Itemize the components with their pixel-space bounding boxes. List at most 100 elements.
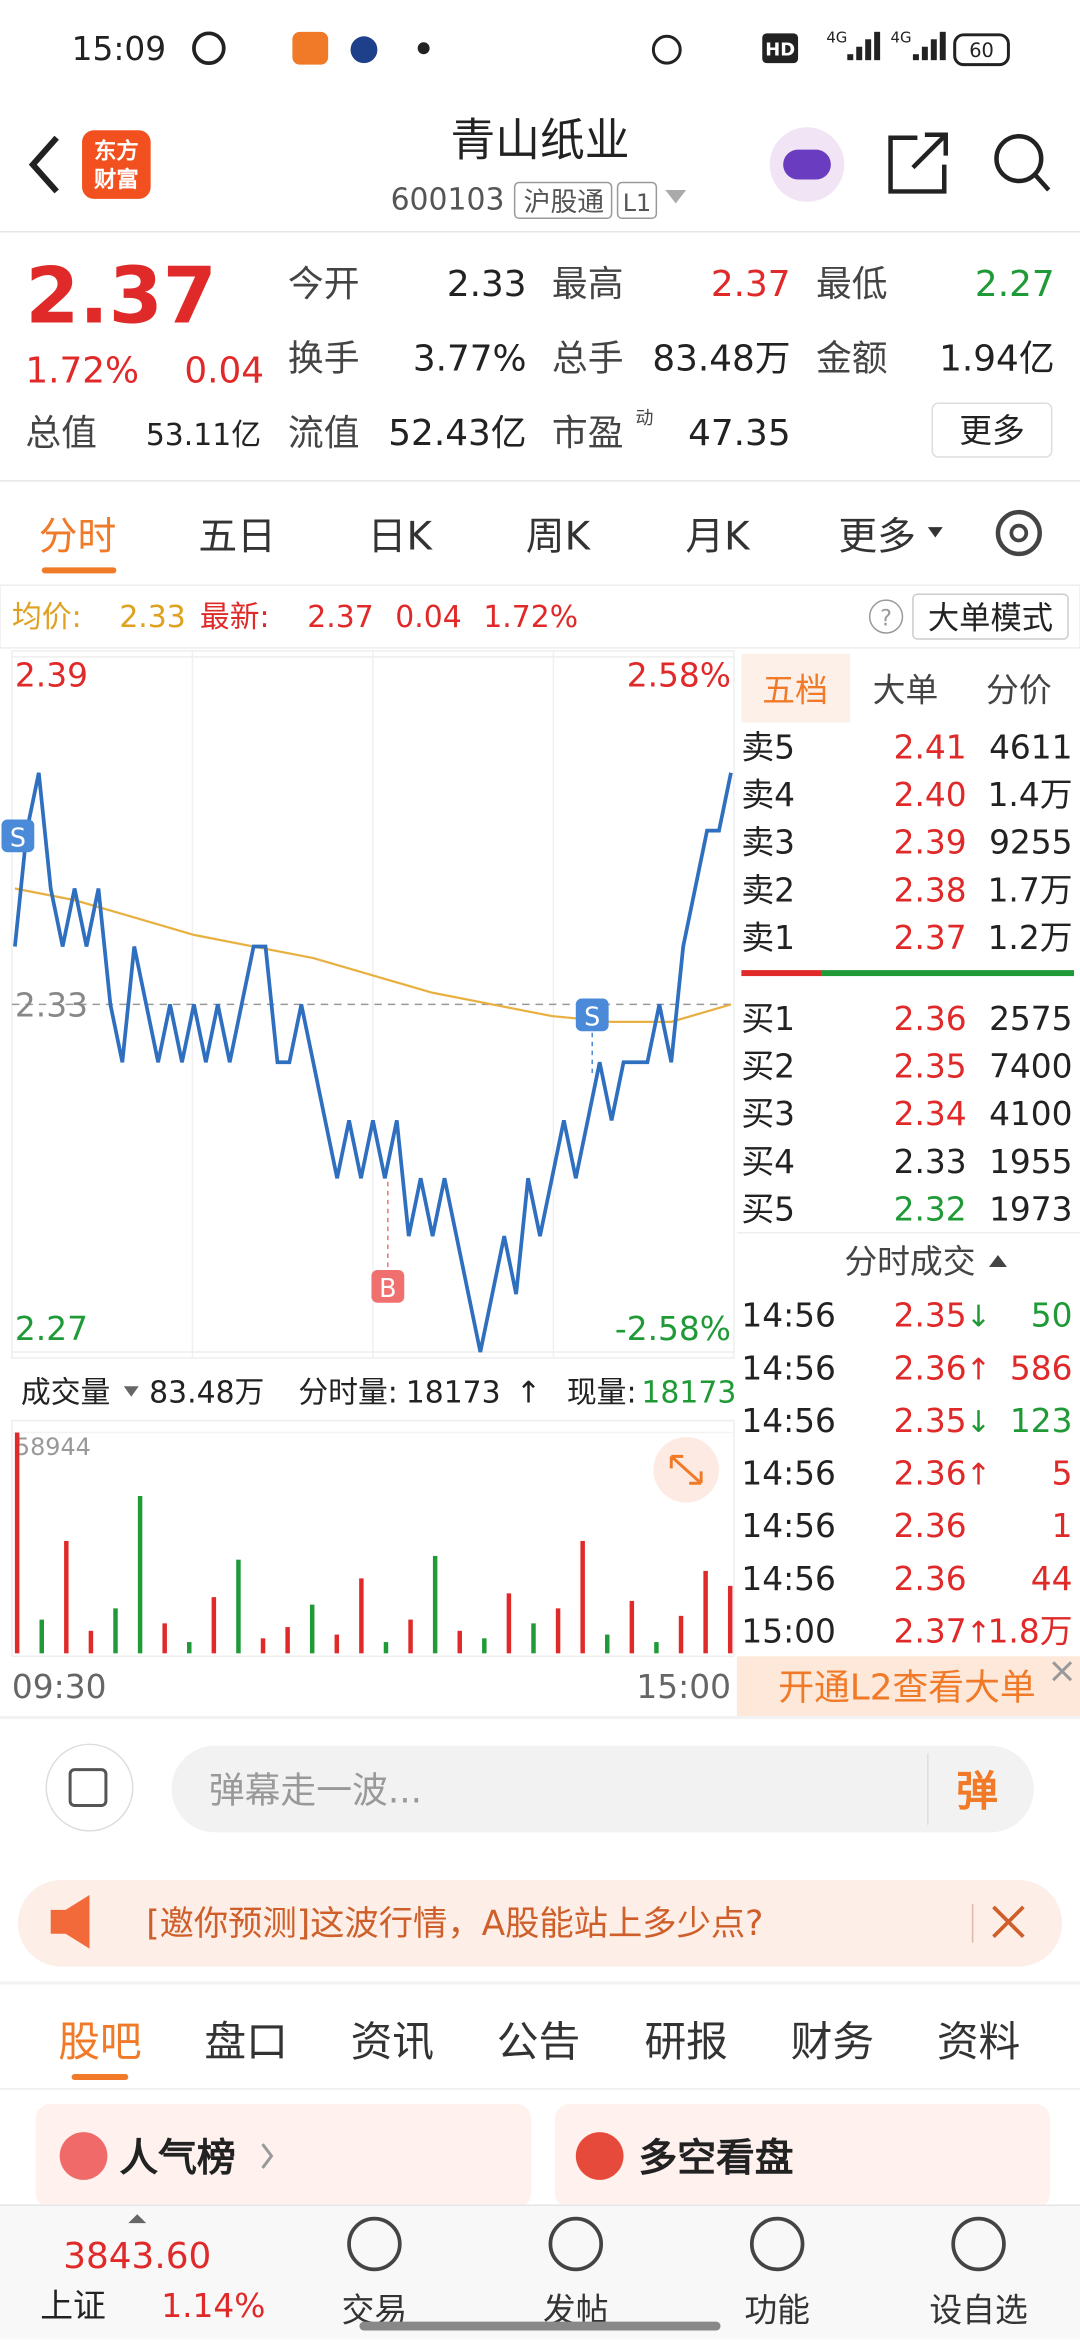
pct-label: 2.58% [627,657,731,695]
tab[interactable]: 周K [526,514,592,559]
nav-item[interactable]: 功能 [744,2292,810,2330]
volume-bar [727,1585,733,1654]
tab[interactable]: 五日 [198,514,276,559]
book-label: 买4 [741,1143,795,1181]
status-icon [292,31,329,65]
trade-arrow: ↑ [966,1616,991,1651]
y-tick-label: 2.39 [15,657,88,695]
caret-up [128,2214,147,2224]
danmaku-settings[interactable] [45,1743,134,1832]
current: 18173 [641,1376,736,1411]
level: L1 [623,189,651,217]
signal-bar [847,54,854,61]
x-tick-label: 15:00 [636,1668,731,1706]
signal-bar [856,46,863,61]
latest-label: 最新: [200,600,270,635]
status-icon [192,31,226,66]
l2-banner[interactable] [736,1656,1080,1716]
close-icon[interactable] [992,1905,1025,1939]
tab[interactable]: 分时 [39,514,117,559]
nav-icon [951,2216,1006,2272]
tab[interactable]: 更多 [838,514,916,559]
card[interactable] [35,2103,532,2209]
network: 4G [890,28,911,46]
tab[interactable]: 日K [368,514,434,559]
volume-bar [703,1570,708,1654]
tab-underline [41,567,117,574]
trade-volume: 5 [1052,1455,1073,1493]
trade-volume: 586 [1010,1349,1073,1387]
book-volume: 1.2万 [988,919,1073,957]
index-value[interactable]: 3843.60 [63,2236,211,2277]
trade-marker-label: S [584,1001,600,1031]
more-button[interactable] [931,402,1053,458]
trade-price: 2.35 [894,1297,967,1335]
card[interactable] [554,2103,1051,2209]
time: 15:09 [72,30,167,68]
book-price: 2.38 [894,871,967,909]
field-label: 最高 [552,264,624,305]
order-tab[interactable]: 分价 [986,672,1052,710]
settings-icon[interactable] [995,509,1042,557]
index-pct: 1.14% [161,2287,265,2325]
tab[interactable]: 月K [685,514,751,559]
l2-banner-label[interactable]: 开通L2查看大单 [778,1668,1036,1709]
nav-icon [749,2216,805,2272]
signal-bar [939,31,946,61]
volume-bar [605,1634,610,1654]
section-tab[interactable]: 公告 [497,2017,581,2066]
section-tab[interactable]: 股吧 [58,2017,142,2066]
label[interactable]: 成交量 [21,1376,110,1411]
book-volume: 1973 [989,1191,1072,1229]
mode-button[interactable] [912,593,1069,640]
trade-volume: 1.8万 [988,1613,1073,1651]
promo-banner[interactable] [17,1880,1063,1967]
volume-bar [285,1627,290,1654]
placeholder[interactable]: 弹幕走一波... [209,1770,422,1811]
order-tab[interactable]: 五档 [762,672,828,710]
nav-item[interactable]: 设自选 [929,2292,1027,2330]
signal-bar [865,39,872,61]
section-tab[interactable]: 财务 [791,2017,875,2066]
volume-bar [629,1600,635,1654]
share-icon[interactable] [888,132,948,194]
danmaku-button[interactable]: 弹 [956,1766,998,1815]
section-tab[interactable]: 盘口 [204,2017,288,2066]
volume-bar [309,1604,315,1654]
book-price: 2.34 [894,1095,967,1133]
level-badge [616,181,658,220]
change-pct: 1.72% [25,350,139,391]
trade-price: 2.37 [894,1613,967,1651]
trade-volume: 44 [1031,1560,1073,1598]
avg-line [14,887,732,1023]
field-value: 53.11亿 [146,418,261,453]
trade-arrow: ↑ [966,1458,991,1493]
volume-bar [432,1555,438,1654]
trade-price: 2.35 [894,1402,967,1440]
signal-bar [921,46,928,61]
card-title[interactable]: 多空看盘 [638,2136,793,2181]
book-volume: 9255 [989,824,1072,862]
book-label: 买3 [741,1095,795,1133]
search-icon[interactable] [994,134,1044,184]
section-tab[interactable]: 资讯 [351,2017,435,2066]
card-title[interactable]: 人气榜 [119,2136,235,2181]
order-tab[interactable]: 大单 [873,672,939,710]
field-label: 最低 [816,264,888,305]
search-handle [1033,173,1051,192]
section-tab[interactable]: 研报 [644,2017,728,2066]
promo-text[interactable]: [邀你预测]这波行情，A股能站上多少点? [146,1904,763,1944]
signal-bar [930,39,937,61]
volume-bar [14,1432,20,1654]
more-button-label[interactable]: 更多 [959,412,1025,450]
back-button[interactable] [28,135,59,194]
section-tab[interactable]: 资料 [937,2017,1021,2066]
comment-input[interactable] [171,1745,1034,1833]
avg-label: 均价: [12,600,82,635]
period-arrow: ↑ [516,1376,541,1411]
change: 0.04 [395,600,461,635]
current-label: 现量: [567,1376,637,1411]
volume-bar [236,1559,241,1654]
mode-button-label[interactable]: 大单模式 [928,601,1053,637]
